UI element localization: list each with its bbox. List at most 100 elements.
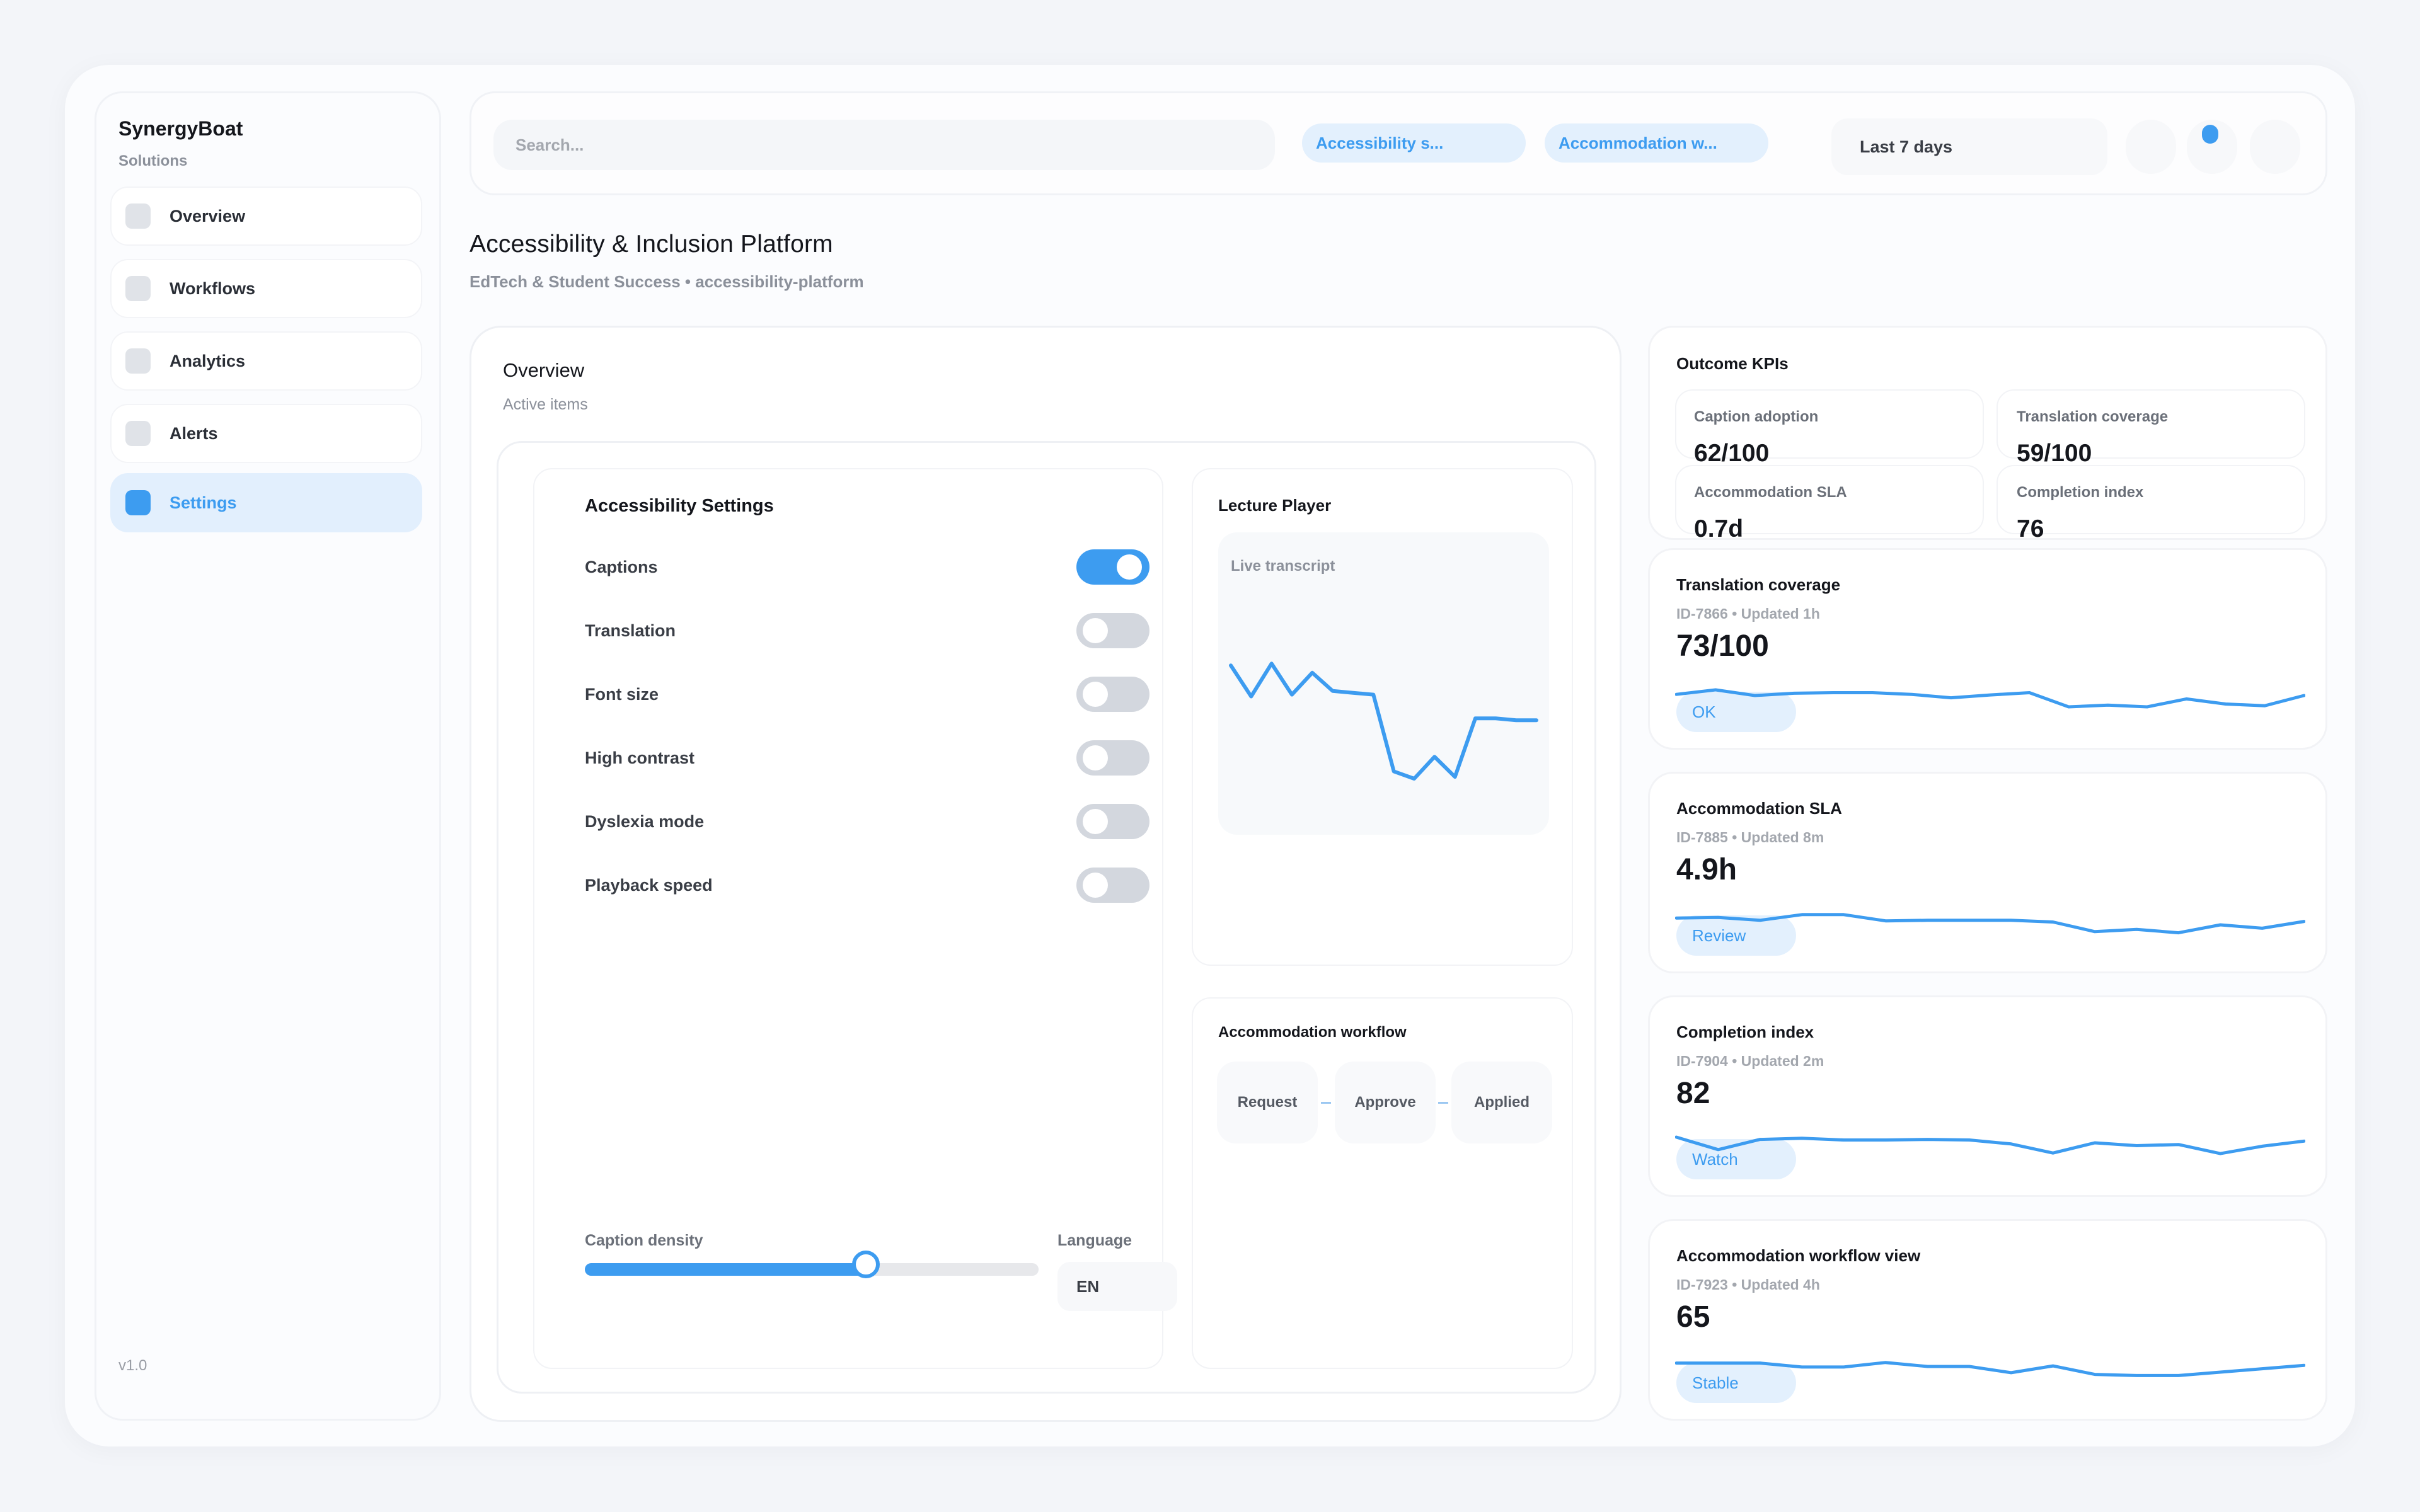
metric-title: Accommodation SLA xyxy=(1676,799,1842,818)
toggle-knob xyxy=(1083,618,1108,643)
alerts-icon xyxy=(125,421,151,446)
kpi-tile-bg xyxy=(1675,465,1984,534)
language-select[interactable]: EN xyxy=(1057,1262,1177,1311)
kpi-completion-index: Completion index 76 xyxy=(2017,484,2325,547)
status-badge[interactable]: OK xyxy=(1676,692,1796,732)
font-size-toggle[interactable] xyxy=(1076,677,1150,712)
workflow-step-approve[interactable]: Approve xyxy=(1335,1062,1436,1143)
setting-label: Dyslexia mode xyxy=(585,811,705,831)
page-title: Accessibility & Inclusion Platform xyxy=(470,231,833,258)
toggle-knob xyxy=(1083,682,1108,707)
setting-row-high-contrast: High contrast xyxy=(585,739,1165,777)
setting-row-dyslexia-mode: Dyslexia mode xyxy=(585,803,1165,840)
metric-meta: ID-7885 • Updated 8m xyxy=(1676,829,1824,845)
kpi-value: 59/100 xyxy=(2017,440,2092,467)
transcript-label: Live transcript xyxy=(1231,558,1335,575)
workflow-connector xyxy=(1438,1102,1448,1104)
sidebar-item-alerts[interactable]: Alerts xyxy=(110,404,422,463)
sidebar-item-overview[interactable]: Overview xyxy=(110,186,422,246)
toggle-knob xyxy=(1083,873,1108,898)
version-label: v1.0 xyxy=(118,1357,147,1374)
sidebar-item-workflows[interactable]: Workflows xyxy=(110,259,422,318)
overview-inner-panel: Accessibility Settings Captions Translat… xyxy=(497,441,1596,1394)
workflow-step-applied[interactable]: Applied xyxy=(1451,1062,1552,1143)
lecture-player-panel: Lecture Player Live transcript xyxy=(1192,468,1573,966)
metric-meta: ID-7904 • Updated 2m xyxy=(1676,1053,1824,1069)
search-input[interactable] xyxy=(493,120,1275,170)
toggle-knob xyxy=(1117,554,1142,580)
kpi-label: Accommodation SLA xyxy=(1694,484,1847,501)
metric-card-accommodation-sla: Accommodation SLA ID-7885 • Updated 8m 4… xyxy=(1648,772,2327,973)
status-badge[interactable]: Stable xyxy=(1676,1363,1796,1403)
sidebar: SynergyBoat Solutions Overview Workflows… xyxy=(95,91,441,1421)
sidebar-item-settings[interactable]: Settings xyxy=(110,473,422,532)
top-bar: Accessibility s... Accommodation w... La… xyxy=(470,91,2327,195)
date-range-select[interactable]: Last 7 days xyxy=(1831,118,2107,175)
filter-chip-accessibility[interactable]: Accessibility s... xyxy=(1302,123,1526,163)
metric-value: 73/100 xyxy=(1676,629,1769,663)
dyslexia-mode-toggle[interactable] xyxy=(1076,804,1150,839)
metric-title: Completion index xyxy=(1676,1022,1814,1041)
metric-title: Translation coverage xyxy=(1676,575,1841,594)
setting-row-font-size: Font size xyxy=(585,675,1165,713)
setting-label: Captions xyxy=(585,557,658,576)
sidebar-item-label: Workflows xyxy=(170,278,256,298)
sparkline-chart xyxy=(1675,1135,2305,1155)
brand-name: SynergyBoat xyxy=(118,117,243,140)
kpi-tile-bg xyxy=(1997,389,2305,459)
metric-card-accommodation-workflow-view: Accommodation workflow view ID-7923 • Up… xyxy=(1648,1219,2327,1421)
setting-row-playback-speed: Playback speed xyxy=(585,866,1165,904)
live-transcript-chart: Live transcript xyxy=(1218,532,1549,835)
setting-label: High contrast xyxy=(585,748,695,767)
filter-chip-accommodation[interactable]: Accommodation w... xyxy=(1545,123,1768,163)
sidebar-item-analytics[interactable]: Analytics xyxy=(110,331,422,391)
overview-card: Overview Active items Accessibility Sett… xyxy=(470,326,1622,1422)
user-avatar[interactable] xyxy=(2250,120,2300,174)
setting-label: Playback speed xyxy=(585,875,713,895)
workflow-step-request[interactable]: Request xyxy=(1217,1062,1318,1143)
brand-subtitle: Solutions xyxy=(118,152,188,169)
sparkline-chart xyxy=(1675,688,2305,709)
toggle-knob xyxy=(1083,745,1108,770)
language-label: Language xyxy=(1057,1232,1132,1249)
caption-density-slider[interactable] xyxy=(585,1251,1039,1278)
overview-icon xyxy=(125,203,151,229)
kpi-accommodation-sla: Accommodation SLA 0.7d xyxy=(1694,484,2003,547)
workflow-connector xyxy=(1321,1102,1331,1104)
player-title: Lecture Player xyxy=(1218,496,1332,515)
translation-toggle[interactable] xyxy=(1076,613,1150,648)
accessibility-settings-panel: Accessibility Settings Captions Translat… xyxy=(533,468,1177,1369)
setting-label: Translation xyxy=(585,621,676,640)
workflow-title: Accommodation workflow xyxy=(1218,1024,1407,1041)
accommodation-workflow-panel: Accommodation workflow Request Approve A… xyxy=(1192,997,1573,1369)
help-icon[interactable] xyxy=(2126,120,2176,174)
playback-speed-toggle[interactable] xyxy=(1076,868,1150,903)
setting-row-translation: Translation xyxy=(585,612,1165,650)
sparkline-chart xyxy=(1675,913,2305,935)
sidebar-item-label: Analytics xyxy=(170,351,246,370)
kpi-caption-adoption: Caption adoption 62/100 xyxy=(1694,408,2003,471)
high-contrast-toggle[interactable] xyxy=(1076,740,1150,776)
settings-title: Accessibility Settings xyxy=(585,496,774,516)
overview-subtitle: Active items xyxy=(503,396,588,413)
status-badge[interactable]: Review xyxy=(1676,915,1796,956)
metric-value: 65 xyxy=(1676,1300,1710,1334)
captions-toggle[interactable] xyxy=(1076,549,1150,585)
setting-label: Font size xyxy=(585,684,659,704)
setting-row-captions: Captions xyxy=(585,548,1165,586)
metric-title: Accommodation workflow view xyxy=(1676,1246,1921,1265)
sidebar-item-label: Settings xyxy=(170,493,237,512)
kpi-value: 62/100 xyxy=(1694,440,1770,467)
slider-thumb[interactable] xyxy=(852,1251,880,1278)
kpi-tile-bg xyxy=(1997,465,2305,534)
notification-dot xyxy=(2202,125,2218,144)
sparkline-chart xyxy=(1675,1361,2305,1377)
breadcrumb: EdTech & Student Success • accessibility… xyxy=(470,272,864,291)
sidebar-item-label: Alerts xyxy=(170,423,218,443)
kpi-label: Completion index xyxy=(2017,484,2144,501)
kpi-translation-coverage: Translation coverage 59/100 xyxy=(2017,408,2325,471)
outcome-kpis-card: Outcome KPIs Caption adoption 62/100 Tra… xyxy=(1648,326,2327,542)
kpi-label: Caption adoption xyxy=(1694,408,1819,425)
workflows-icon xyxy=(125,276,151,301)
transcript-line-chart xyxy=(1229,662,1538,781)
